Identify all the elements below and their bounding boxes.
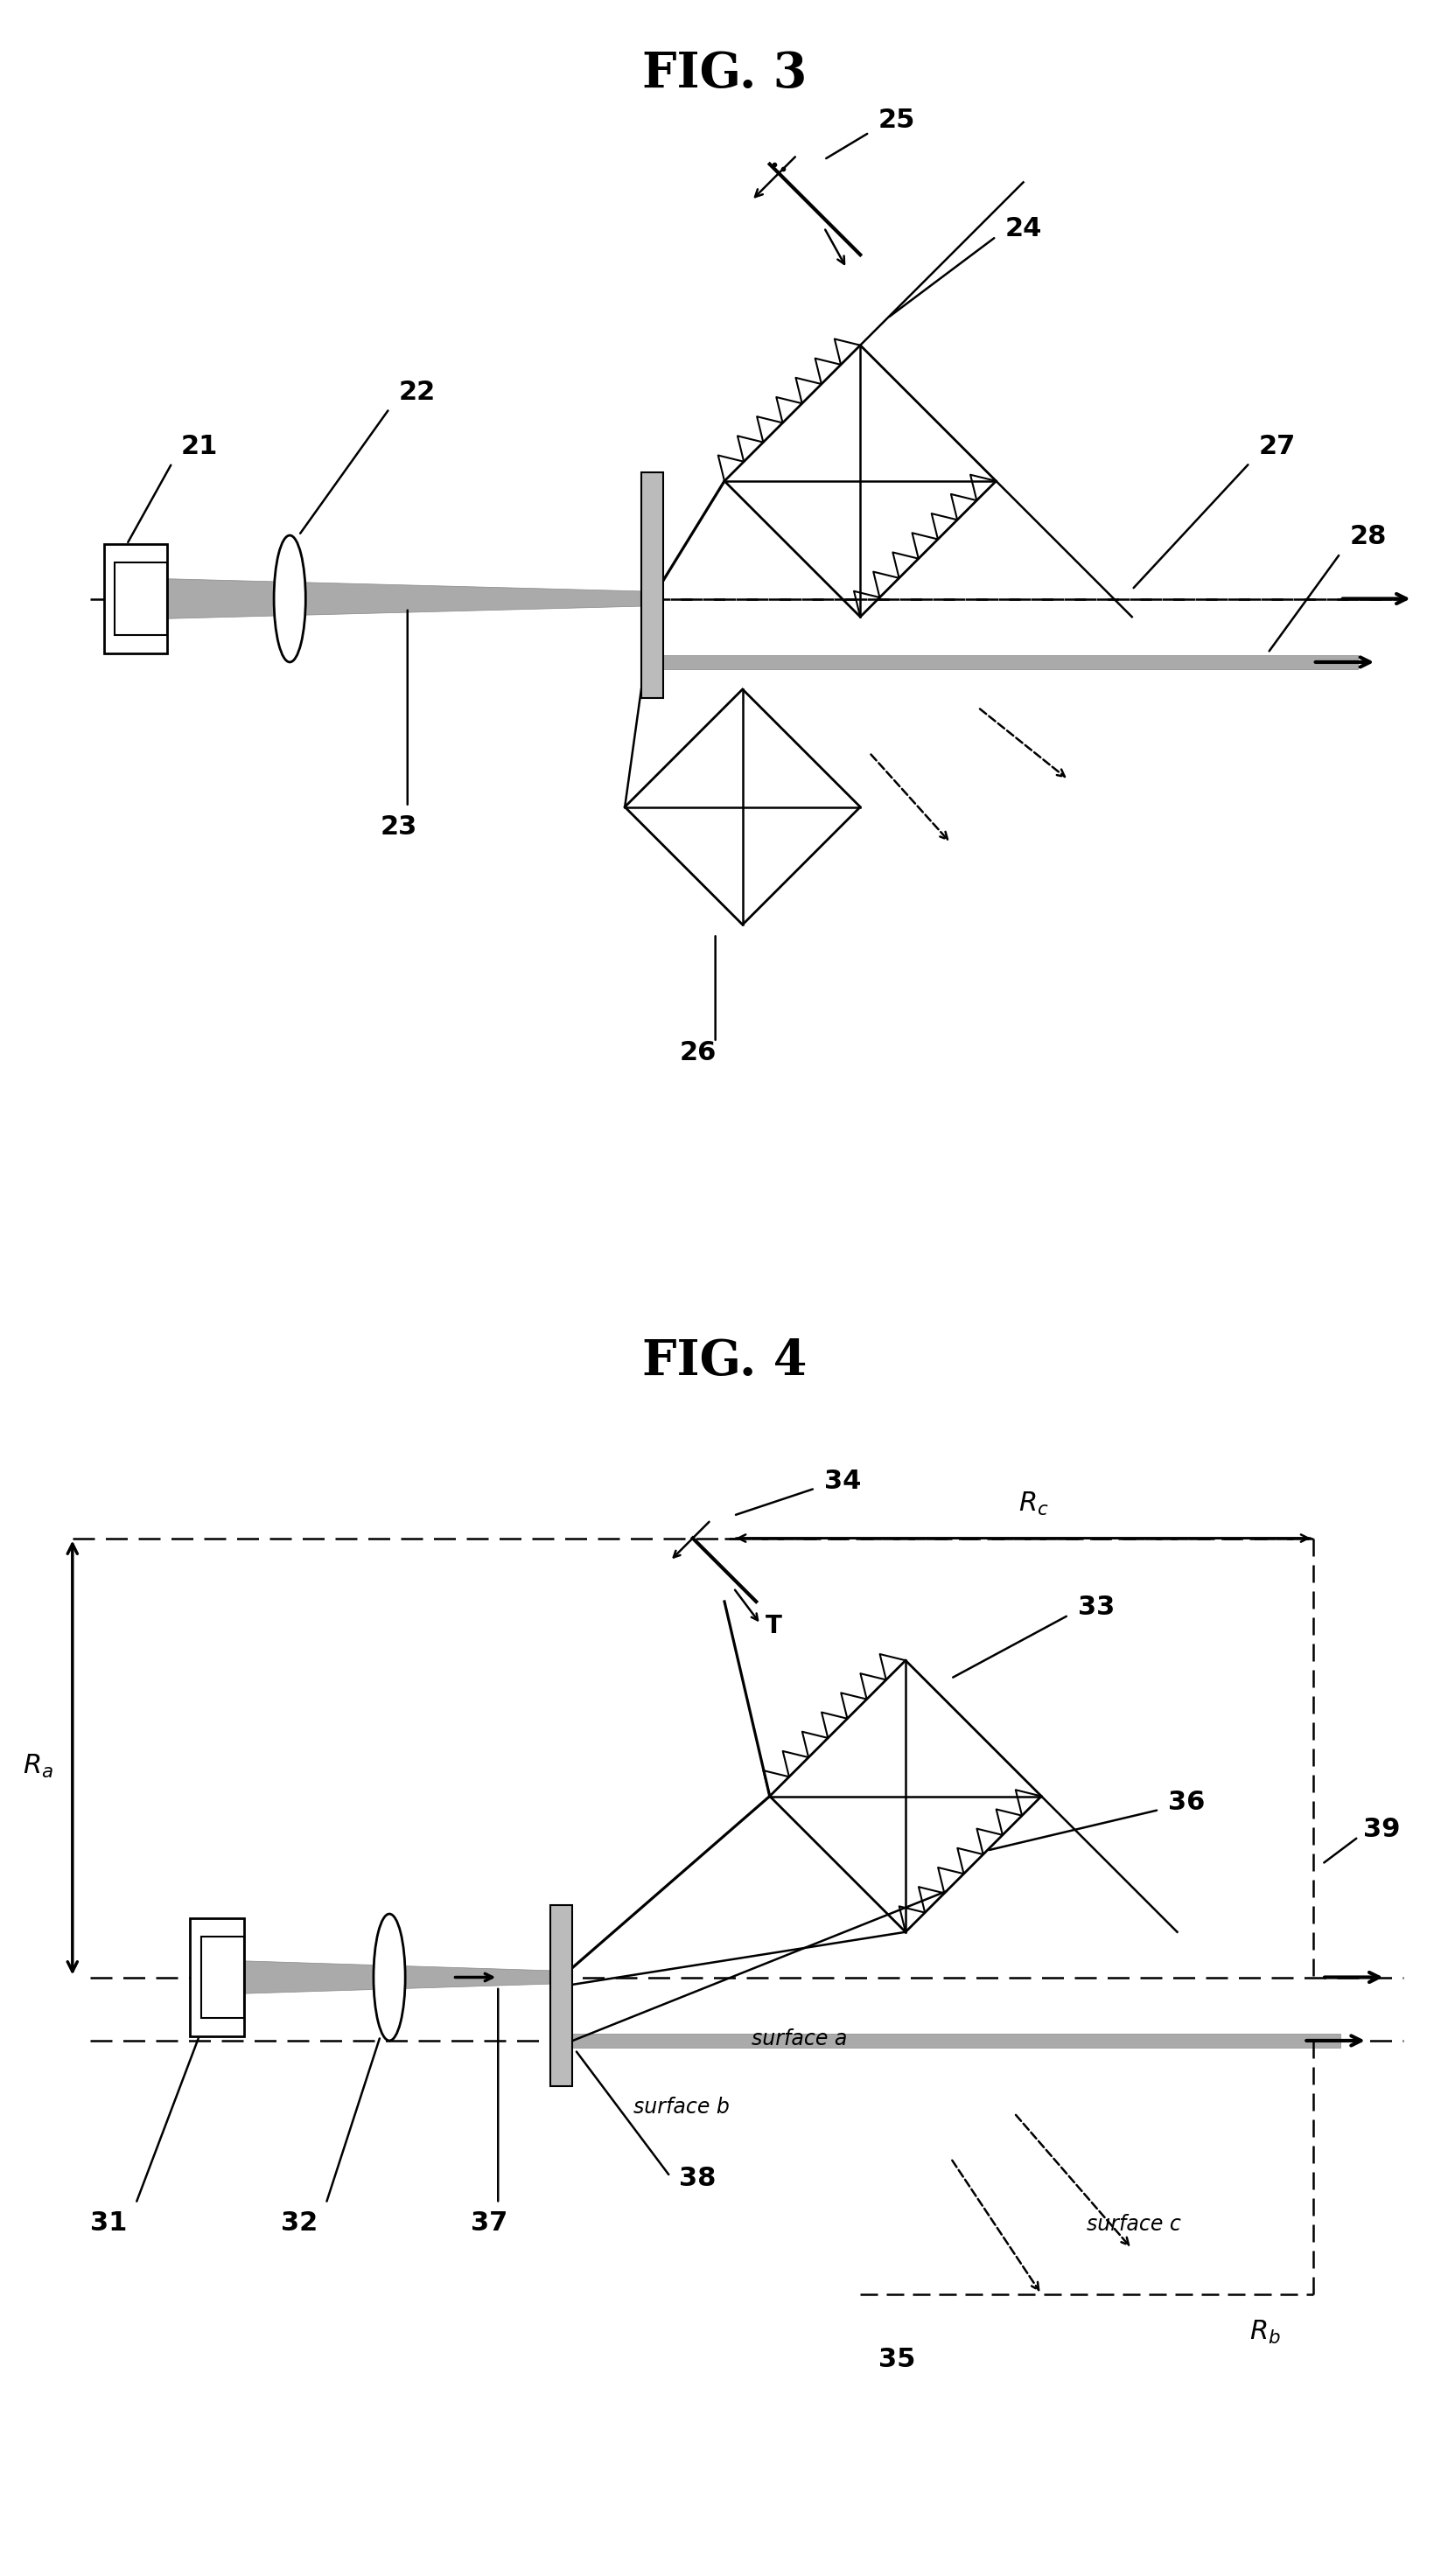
Polygon shape [168, 580, 652, 618]
Text: 35: 35 [877, 2347, 915, 2372]
Text: 28: 28 [1348, 526, 1386, 549]
Ellipse shape [274, 536, 306, 662]
Polygon shape [245, 1960, 562, 1994]
Text: 31: 31 [90, 2210, 127, 2236]
Text: surface a: surface a [752, 2027, 847, 2050]
Ellipse shape [374, 1914, 405, 2040]
Text: 24: 24 [1005, 216, 1041, 242]
Text: 38: 38 [679, 2166, 715, 2190]
Bar [104, 544, 168, 654]
Text: T: T [765, 1615, 782, 1638]
Text: 22: 22 [398, 379, 436, 404]
Bar [190, 1919, 245, 2035]
Text: 27: 27 [1258, 433, 1295, 459]
Text: 32: 32 [281, 2210, 317, 2236]
Text: surface b: surface b [634, 2097, 730, 2117]
Text: 26: 26 [679, 1041, 715, 1066]
Text: 21: 21 [181, 433, 219, 459]
Text: 23: 23 [379, 814, 417, 840]
Bar [114, 562, 168, 634]
Text: $R_b$: $R_b$ [1248, 2318, 1280, 2347]
Text: FIG. 4: FIG. 4 [641, 1337, 807, 1386]
Bar [201, 1937, 245, 2017]
Polygon shape [652, 654, 1358, 670]
Text: 37: 37 [471, 2210, 508, 2236]
Text: 34: 34 [824, 1468, 860, 1494]
Text: 36: 36 [1167, 1790, 1205, 1816]
Text: 39: 39 [1363, 1816, 1399, 1842]
Text: $R_c$: $R_c$ [1018, 1489, 1048, 1517]
Text: 25: 25 [877, 108, 915, 134]
Text: surface c: surface c [1086, 2215, 1180, 2236]
Bar [550, 1904, 572, 2087]
Bar [640, 471, 663, 698]
Polygon shape [562, 2032, 1339, 2048]
Text: $R_a$: $R_a$ [23, 1752, 54, 1780]
Text: 33: 33 [1077, 1595, 1114, 1620]
Text: FIG. 3: FIG. 3 [641, 49, 807, 98]
